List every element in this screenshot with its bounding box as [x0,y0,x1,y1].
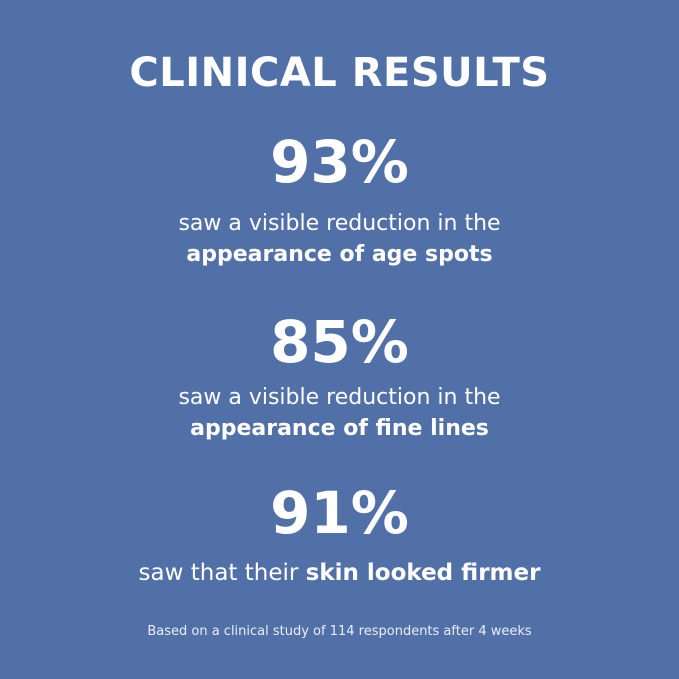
stat-percent-fine-lines: 85% [270,308,409,376]
stat-percent-age-spots: 93% [270,128,409,196]
stat-description-firmer: saw that their skin looked firmer [0,560,679,586]
footnote: Based on a clinical study of 114 respond… [147,624,532,639]
stat-percent-firmer: 91% [270,479,409,547]
page-title: CLINICAL RESULTS [129,50,550,96]
stat-description-bold: appearance of fine lines [190,416,489,441]
stat-description-line1: saw a visible reduction in the [178,385,501,410]
stat-description-bold: appearance of age spots [186,242,493,267]
stat-description-bold: skin looked firmer [305,560,541,586]
stat-description-prefix: saw that their [138,560,306,586]
stat-description-line1: saw a visible reduction in the [178,211,501,236]
